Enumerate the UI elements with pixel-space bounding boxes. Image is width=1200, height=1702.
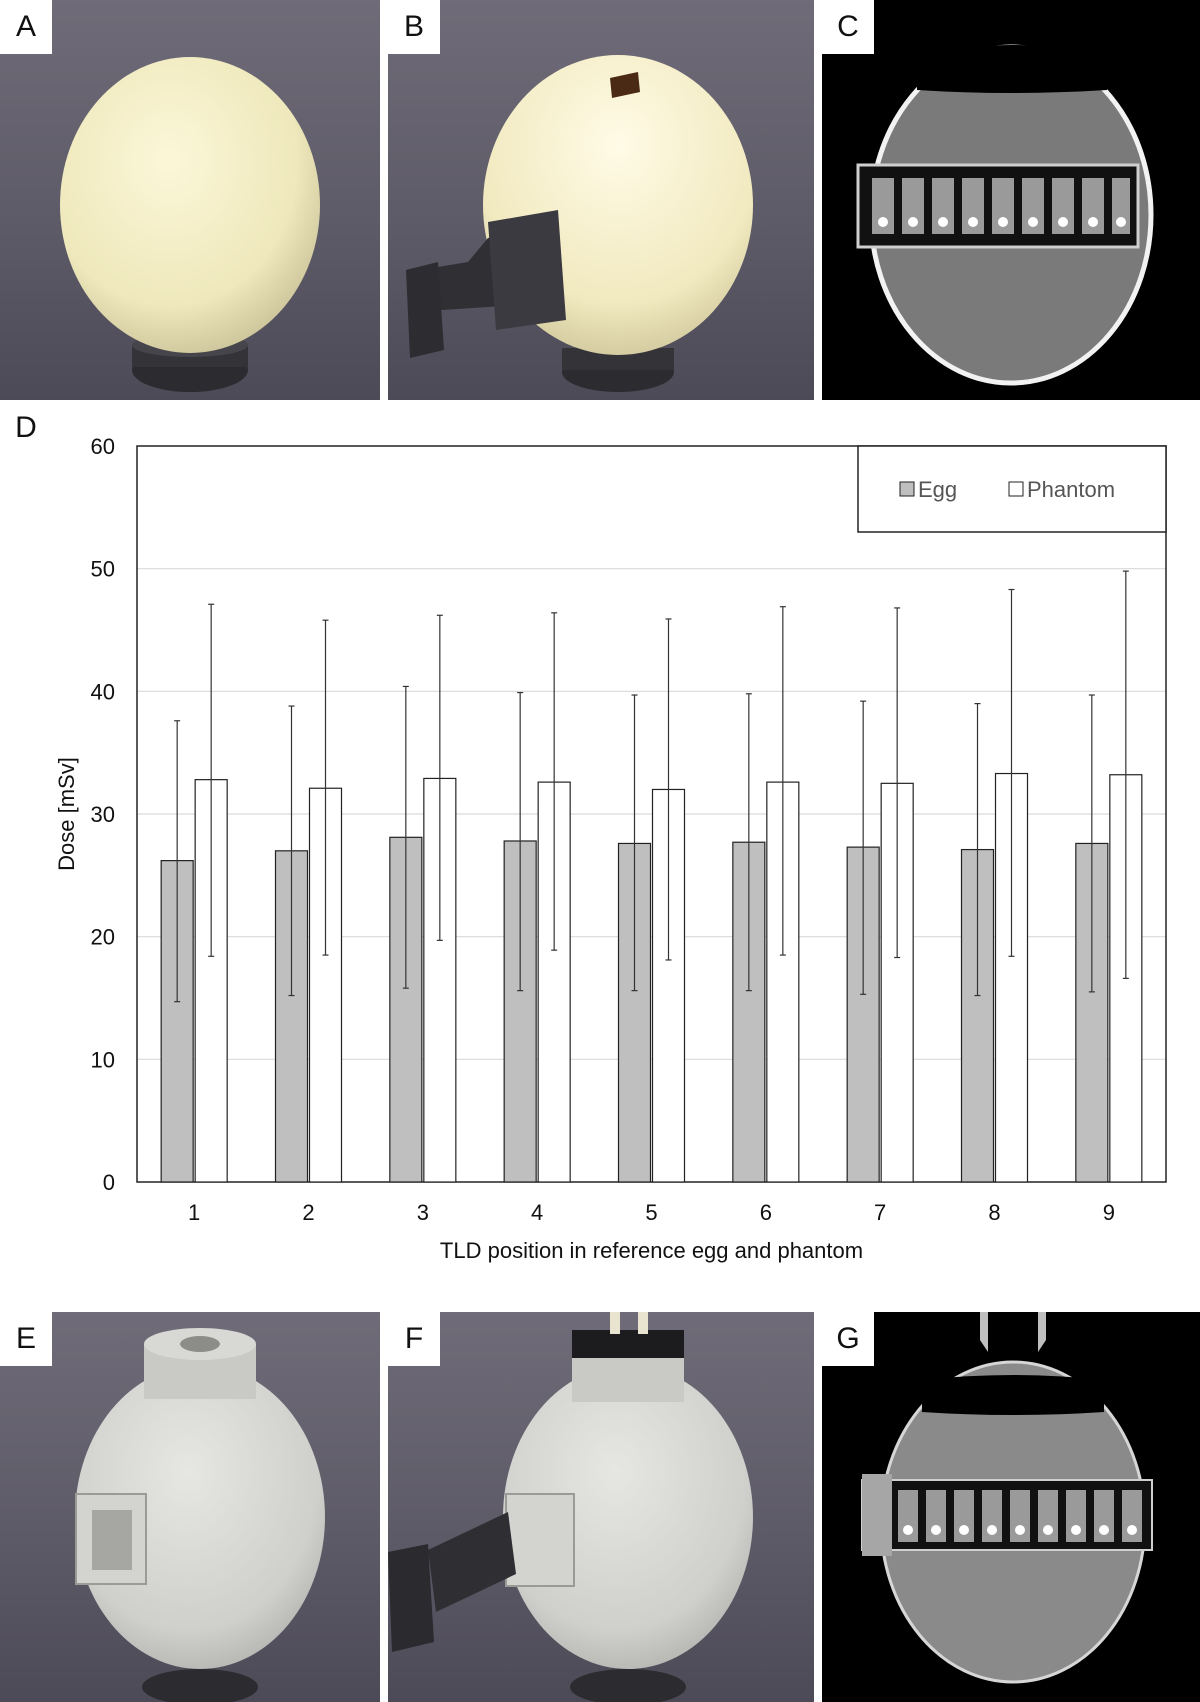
phantom-ct-image: [861, 1312, 1153, 1684]
legend-swatch-phantom: [1008, 481, 1024, 497]
x-tick-label: 2: [302, 1200, 314, 1225]
egg-photo-image: [60, 57, 320, 392]
y-tick-label: 30: [91, 802, 115, 827]
egg-ct-image: [852, 22, 1154, 386]
dose-bar-chart: 0 10 20 30 40 50 60 1 2 3 4 5 6 7 8 9 TLD position in re…: [54, 434, 1167, 1263]
panel-label: D: [6, 406, 46, 450]
phantom-holder-photo-image: [388, 1312, 753, 1702]
panel-label: G: [822, 1312, 874, 1366]
x-tick-label: 7: [874, 1200, 886, 1225]
panel-label: F: [388, 1312, 440, 1366]
y-tick-label: 10: [91, 1047, 115, 1072]
panel-d-dose-chart: D 0 10 20 30 40 50 60 1 2 3 4 5 6 7 8 9 TLD position in …: [0, 400, 1200, 1280]
panel-b-egg-holder-photo: B: [388, 0, 814, 400]
legend-label-phantom: Phantom: [1027, 477, 1115, 502]
x-tick-label: 9: [1103, 1200, 1115, 1225]
y-axis-label: Dose [mSv]: [54, 757, 79, 871]
y-tick-label: 60: [91, 434, 115, 459]
x-axis-label: TLD position in reference egg and phanto…: [440, 1238, 863, 1263]
panel-f-phantom-holder-photo: F: [388, 1312, 814, 1702]
egg-holder-photo-image: [406, 55, 753, 392]
panel-g-phantom-ct-scan: G: [822, 1312, 1200, 1702]
legend-label-egg: Egg: [918, 477, 957, 502]
panel-label: A: [0, 0, 52, 54]
y-tick-label: 40: [91, 679, 115, 704]
panel-label: B: [388, 0, 440, 54]
panel-c-egg-ct-scan: C: [822, 0, 1200, 400]
phantom-photo-image: [75, 1328, 325, 1702]
panel-label: C: [822, 0, 874, 54]
x-tick-label: 8: [988, 1200, 1000, 1225]
y-tick-label: 50: [91, 557, 115, 582]
y-tick-label: 0: [103, 1170, 115, 1195]
x-tick-label: 5: [645, 1200, 657, 1225]
x-tick-label: 1: [188, 1200, 200, 1225]
y-tick-label: 20: [91, 925, 115, 950]
panel-label: E: [0, 1312, 52, 1366]
x-tick-label: 3: [417, 1200, 429, 1225]
egg-bar: [274, 850, 309, 1183]
plot-frame: [136, 445, 1167, 1183]
panel-a-egg-photo: A: [0, 0, 380, 400]
x-tick-label: 4: [531, 1200, 543, 1225]
legend-swatch-egg: [899, 481, 915, 497]
phantom-bar: [766, 781, 800, 1183]
x-tick-label: 6: [760, 1200, 772, 1225]
panel-e-phantom-photo: E: [0, 1312, 380, 1702]
